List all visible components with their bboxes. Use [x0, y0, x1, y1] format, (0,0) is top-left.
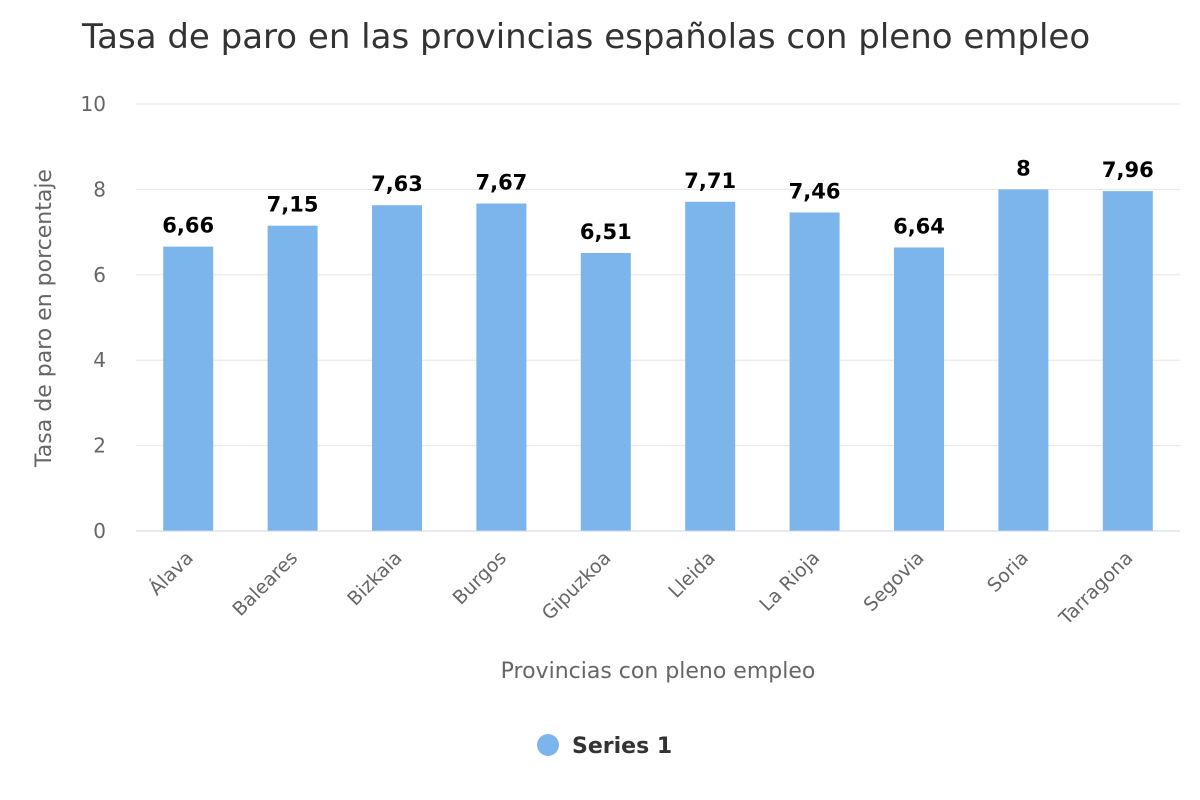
bar[interactable]	[580, 253, 631, 531]
data-label: 6,64	[893, 214, 945, 238]
data-labels: 6,66 7,15 7,63 7,67 6,51 7,71 7,46 6,64 8 7,96	[162, 156, 1153, 244]
x-tick-label: Soria	[983, 547, 1033, 597]
data-label: 7,46	[789, 179, 841, 203]
x-tick-label: Burgos	[449, 547, 511, 609]
data-label: 7,63	[371, 172, 423, 196]
bars	[163, 189, 1153, 532]
y-tick-label: 4	[93, 348, 106, 372]
bar[interactable]	[789, 212, 840, 531]
y-tick-label: 2	[93, 434, 106, 458]
data-label: 7,15	[267, 193, 319, 217]
bar[interactable]	[476, 203, 527, 531]
bar[interactable]	[1102, 191, 1153, 531]
x-tick-label: Gipuzkoa	[538, 547, 616, 625]
x-tick-label: Álava	[144, 546, 198, 600]
x-tick-label: Lleida	[664, 547, 720, 603]
y-tick-label: 0	[93, 519, 106, 543]
chart-title: Tasa de paro en las provincias españolas…	[81, 17, 1090, 57]
data-label: 6,51	[580, 220, 632, 244]
x-tick-label: Bizkaia	[343, 547, 406, 610]
x-axis-ticks: Álava Baleares Bizkaia Burgos Gipuzkoa Lleida…	[144, 546, 1137, 630]
bar[interactable]	[894, 247, 944, 532]
y-tick-label: 8	[93, 177, 106, 201]
legend-label: Series 1	[572, 734, 672, 759]
legend-marker	[537, 734, 559, 756]
x-tick-label: Tarragona	[1054, 547, 1137, 630]
data-label: 8	[1016, 156, 1031, 180]
y-tick-label: 6	[93, 263, 106, 287]
data-label: 7,96	[1102, 158, 1154, 182]
x-tick-label: Segovia	[860, 547, 929, 616]
legend[interactable]: Series 1	[537, 734, 672, 759]
data-label: 7,71	[684, 169, 736, 193]
x-tick-label: La Rioja	[755, 547, 824, 616]
bar[interactable]	[372, 205, 422, 531]
x-axis-title: Provincias con pleno empleo	[501, 659, 816, 684]
data-label: 7,67	[475, 170, 527, 194]
x-tick-label: Baleares	[228, 547, 302, 621]
y-axis-ticks: 0 2 4 6 8 10	[81, 92, 106, 543]
y-tick-label: 10	[81, 92, 106, 116]
data-label: 6,66	[162, 214, 214, 238]
y-axis-title: Tasa de paro en porcentaje	[32, 169, 57, 468]
bar[interactable]	[998, 189, 1049, 531]
bar[interactable]	[267, 225, 318, 531]
bar[interactable]	[685, 201, 736, 531]
bar[interactable]	[163, 246, 214, 532]
